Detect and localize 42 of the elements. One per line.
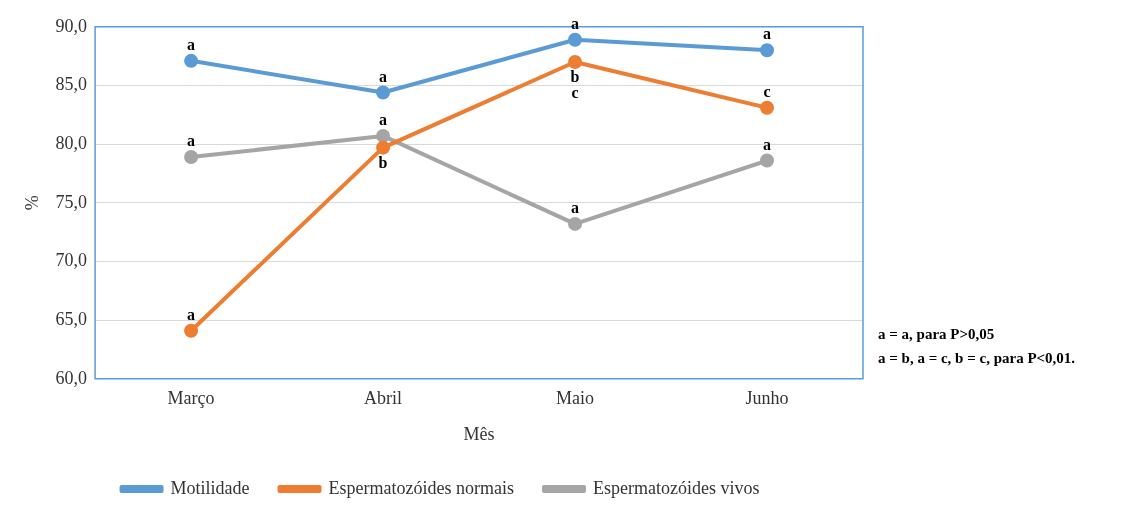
x-axis-title: Mês <box>463 423 495 444</box>
annotation: a <box>187 132 196 150</box>
annotation: a <box>763 135 772 153</box>
y-tick-label: 75,0 <box>55 191 88 212</box>
y-tick-label: 65,0 <box>55 308 88 329</box>
annotation: c <box>571 84 579 102</box>
annotation: a <box>379 67 388 85</box>
point <box>760 43 775 58</box>
point <box>568 55 583 69</box>
legend-label: Motilidade <box>170 477 250 498</box>
point <box>760 100 775 115</box>
annotation: a <box>187 35 196 53</box>
y-axis-title: % <box>21 195 42 211</box>
point <box>376 140 391 155</box>
text: a = b, a = c, b = c, para P<0,01. <box>878 349 1076 366</box>
annotation: a <box>379 111 388 129</box>
point <box>568 216 583 231</box>
text: a = a, para P>0,05 <box>878 325 995 342</box>
point <box>184 150 199 165</box>
annotation: b <box>378 153 388 171</box>
point <box>184 53 199 68</box>
y-tick-label: 60,0 <box>55 367 88 388</box>
x-tick-label: Março <box>167 388 215 409</box>
legend-label: Espermatozóides vivos <box>592 477 760 498</box>
y-tick-label: 85,0 <box>55 74 88 95</box>
legend-label: Espermatozóides normais <box>328 477 514 498</box>
point <box>184 323 199 338</box>
point <box>376 85 391 100</box>
annotation: a <box>187 305 196 323</box>
y-tick-label: 70,0 <box>55 250 88 271</box>
annotation: c <box>763 82 771 100</box>
x-tick-label: Junho <box>745 388 789 409</box>
y-tick-label: 80,0 <box>55 132 88 153</box>
point <box>760 153 775 168</box>
annotation: b <box>570 68 580 86</box>
point <box>376 128 391 143</box>
x-tick-label: Abril <box>364 388 403 409</box>
annotation: a <box>571 199 580 217</box>
point <box>568 32 583 47</box>
annotation: a <box>763 25 772 43</box>
x-tick-label: Maio <box>556 388 595 409</box>
y-tick-label: 90,0 <box>55 15 88 36</box>
